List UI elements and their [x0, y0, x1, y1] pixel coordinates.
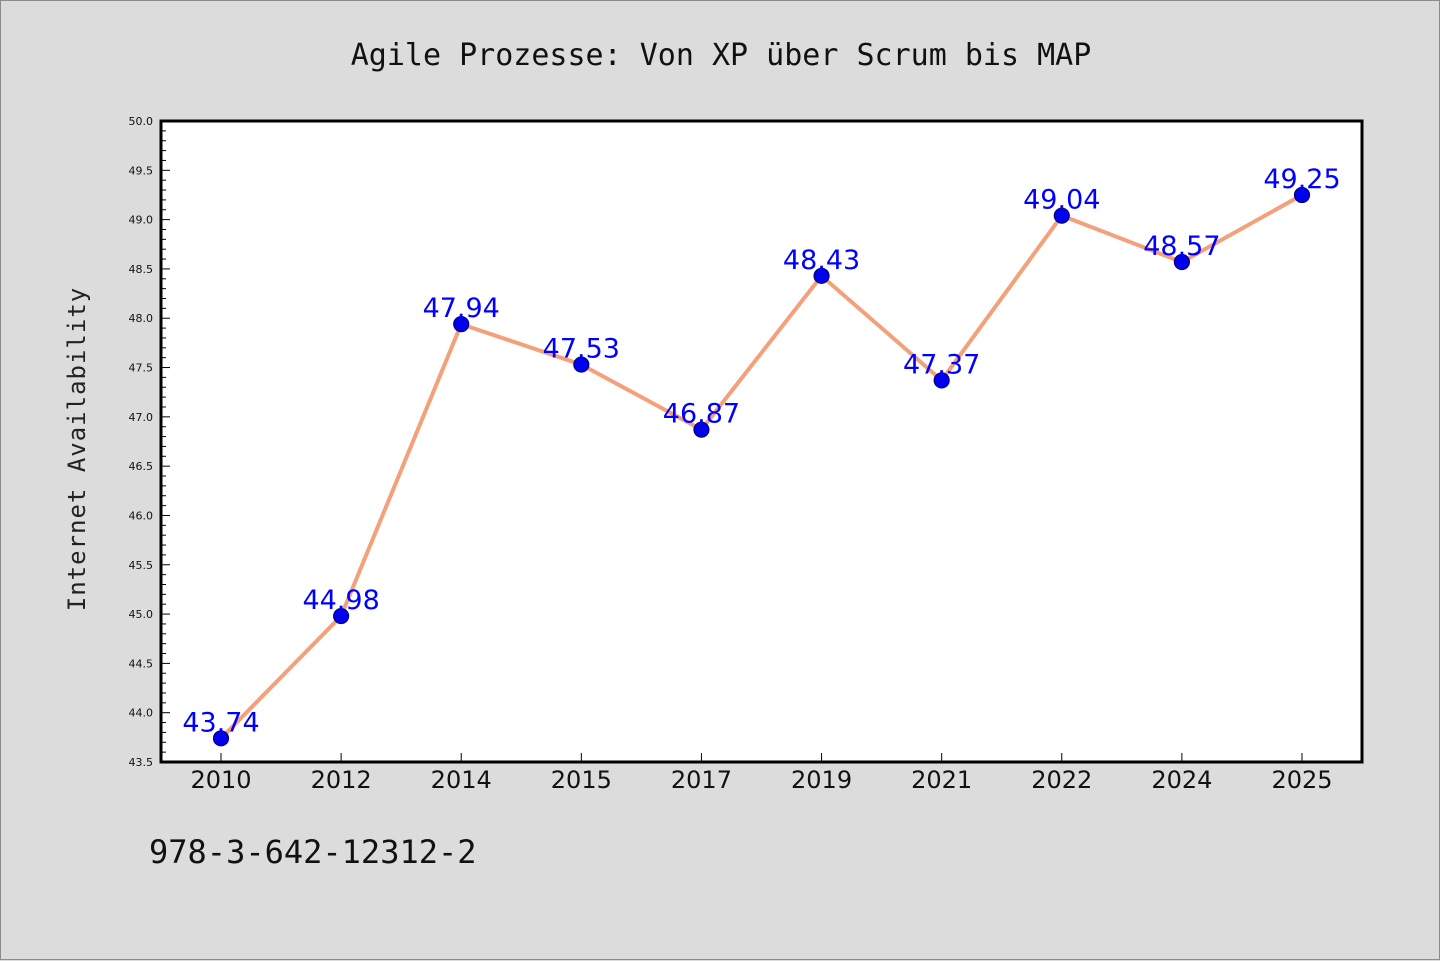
y-tick-label: 48.5	[129, 263, 154, 276]
data-point	[933, 372, 950, 389]
data-label: 48.43	[783, 245, 860, 276]
y-axis-ticks: 43.5 44.0 44.5 45.0 45.5 46.0 46.5 47.0 47.5 48.0…	[129, 115, 170, 769]
data-point	[1053, 207, 1070, 224]
y-tick-label: 48.0	[129, 312, 154, 325]
y-tick-label: 44.0	[129, 707, 154, 720]
x-tick-label: 2025	[1271, 766, 1332, 794]
y-tick-label: 46.5	[129, 460, 154, 473]
isbn-text: 978-3-642-12312-2	[149, 833, 477, 871]
data-label: 43.74	[182, 707, 259, 738]
data-point	[693, 421, 710, 438]
x-tick-label: 2010	[190, 766, 251, 794]
y-tick-label: 46.0	[129, 509, 154, 522]
y-tick-label: 49.5	[129, 164, 154, 177]
data-label: 47.94	[423, 293, 500, 324]
x-axis-ticks: 2010 2012 2014 2015 2017 2019 2021 2022 2024 2025	[190, 753, 1333, 794]
x-tick-label: 2014	[431, 766, 492, 794]
data-label: 46.87	[663, 399, 740, 430]
y-tick-label: 50.0	[129, 115, 154, 128]
x-tick-label: 2022	[1031, 766, 1092, 794]
y-tick-label: 43.5	[129, 756, 154, 769]
y-axis-label: Internet Availability	[63, 287, 91, 611]
data-label: 44.98	[302, 585, 379, 616]
x-tick-label: 2012	[311, 766, 372, 794]
data-point	[333, 607, 350, 625]
series-line	[219, 192, 1304, 741]
data-point	[813, 267, 830, 284]
data-point	[1293, 186, 1311, 204]
data-point	[573, 356, 590, 373]
y-tick-label: 45.0	[129, 608, 154, 621]
series-line-group	[219, 192, 1304, 741]
y-tick-label: 47.5	[129, 362, 154, 375]
x-tick-label: 2019	[791, 766, 852, 794]
data-label: 49.25	[1263, 164, 1340, 195]
y-tick-label: 49.0	[129, 214, 154, 227]
y-tick-label: 44.5	[129, 657, 154, 670]
data-point	[1173, 253, 1190, 271]
plot-frame	[159, 119, 1364, 764]
y-tick-label: 45.5	[129, 559, 154, 572]
x-tick-label: 2021	[911, 766, 972, 794]
x-tick-label: 2017	[671, 766, 732, 794]
data-points	[212, 186, 1311, 747]
plot-area	[161, 121, 1362, 762]
data-label: 47.37	[903, 349, 980, 380]
data-point	[453, 316, 470, 333]
data-labels: 43.74 44.98 47.94 47.53 46.87 48.43 47.37 49.04…	[182, 164, 1340, 738]
chart-title: Agile Prozesse: Von XP über Scrum bis MA…	[351, 38, 1092, 73]
data-label: 48.57	[1143, 231, 1220, 262]
y-tick-label: 47.0	[129, 411, 154, 424]
x-tick-label: 2024	[1151, 766, 1212, 794]
data-label: 49.04	[1023, 185, 1100, 216]
data-point	[212, 730, 230, 747]
data-label: 47.53	[543, 334, 620, 365]
x-tick-label: 2015	[551, 766, 612, 794]
